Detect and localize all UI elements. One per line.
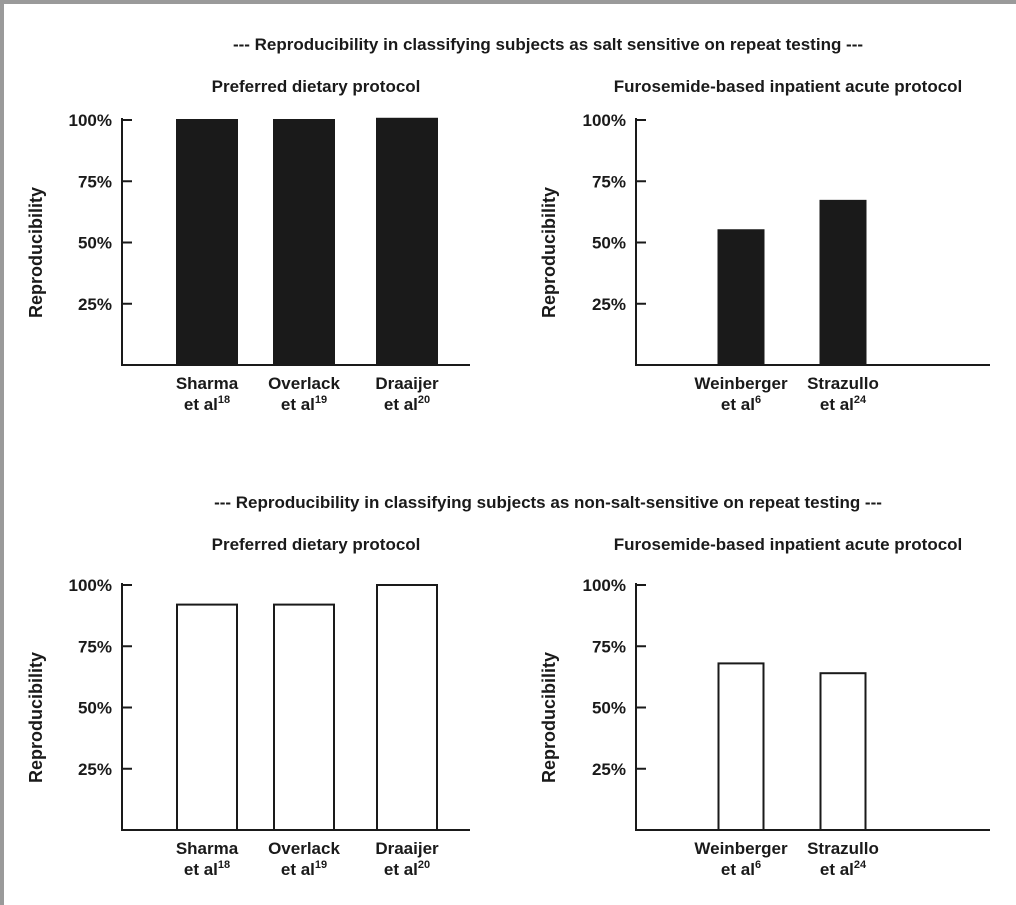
category-label-ref: et al19 xyxy=(281,859,327,879)
category-label-etal: et al xyxy=(721,860,755,879)
category-label-citation: 19 xyxy=(315,394,327,406)
category-label-ref: et al19 xyxy=(281,394,327,414)
category-label-etal: et al xyxy=(281,860,315,879)
category-label-citation: 24 xyxy=(854,859,867,871)
y-tick-label: 50% xyxy=(78,699,112,718)
y-tick-label: 100% xyxy=(583,576,626,595)
category-label-etal: et al xyxy=(184,395,218,414)
y-tick-label: 50% xyxy=(78,234,112,253)
y-tick-label: 100% xyxy=(69,111,112,130)
category-label-name: Overlack xyxy=(268,374,340,393)
category-label-name: Strazullo xyxy=(807,374,879,393)
y-tick-label: 25% xyxy=(78,760,112,779)
y-tick-label: 75% xyxy=(592,637,626,656)
category-label-name: Strazullo xyxy=(807,839,879,858)
category-label-etal: et al xyxy=(384,395,418,414)
bar-strazullo xyxy=(819,199,867,366)
bar-draaijer xyxy=(376,117,438,367)
y-tick-label: 75% xyxy=(78,172,112,191)
chart-panel-3: Preferred dietary protocol Reproducibilit… xyxy=(26,535,470,879)
category-label-ref: et al24 xyxy=(820,394,867,414)
chart-title: Preferred dietary protocol xyxy=(212,535,421,554)
category-label-citation: 20 xyxy=(418,394,430,406)
section-title-non-salt-sensitive: --- Reproducibility in classifying subje… xyxy=(214,493,882,512)
y-tick-label: 25% xyxy=(592,760,626,779)
category-label-citation: 24 xyxy=(854,394,867,406)
category-label-name: Draaijer xyxy=(375,839,439,858)
bar-overlack xyxy=(273,603,335,831)
chart-title: Furosemide-based inpatient acute protoco… xyxy=(614,77,963,96)
category-label-ref: et al6 xyxy=(721,859,761,879)
category-label-name: Sharma xyxy=(176,374,239,393)
chart-panel-2: Furosemide-based inpatient acute protoco… xyxy=(539,77,990,414)
y-tick-label: 100% xyxy=(583,111,626,130)
category-label-ref: et al20 xyxy=(384,859,430,879)
bar-weinberger xyxy=(717,662,765,832)
y-tick-label: 25% xyxy=(78,295,112,314)
bar-strazullo xyxy=(819,672,867,832)
y-axis-label: Reproducibility xyxy=(26,652,46,783)
bar-sharma xyxy=(176,119,238,366)
y-tick-label: 75% xyxy=(592,172,626,191)
category-label-etal: et al xyxy=(820,395,854,414)
y-tick-label: 50% xyxy=(592,699,626,718)
category-label-etal: et al xyxy=(721,395,755,414)
category-label-name: Sharma xyxy=(176,839,239,858)
chart-title: Preferred dietary protocol xyxy=(212,77,421,96)
category-label-citation: 6 xyxy=(755,859,761,871)
category-label-etal: et al xyxy=(384,860,418,879)
category-label-citation: 18 xyxy=(218,394,230,406)
category-label-citation: 6 xyxy=(755,394,761,406)
y-tick-label: 75% xyxy=(78,637,112,656)
bar-overlack xyxy=(273,119,335,366)
category-label-etal: et al xyxy=(820,860,854,879)
category-label-ref: et al20 xyxy=(384,394,430,414)
category-label-etal: et al xyxy=(281,395,315,414)
category-label-citation: 19 xyxy=(315,859,327,871)
category-label-ref: et al6 xyxy=(721,394,761,414)
category-label-name: Overlack xyxy=(268,839,340,858)
y-tick-label: 50% xyxy=(592,234,626,253)
chart-panel-1: Preferred dietary protocol Reproducibilit… xyxy=(26,77,470,414)
category-label-citation: 18 xyxy=(218,859,230,871)
chart-panel-4: Furosemide-based inpatient acute protoco… xyxy=(539,535,990,879)
bar-weinberger xyxy=(717,229,765,366)
category-label-ref: et al24 xyxy=(820,859,867,879)
y-axis-label: Reproducibility xyxy=(539,187,559,318)
bar-sharma xyxy=(176,603,238,831)
chart-title: Furosemide-based inpatient acute protoco… xyxy=(614,535,963,554)
y-axis-label: Reproducibility xyxy=(539,652,559,783)
y-axis-label: Reproducibility xyxy=(26,187,46,318)
y-tick-label: 25% xyxy=(592,295,626,314)
category-label-name: Draaijer xyxy=(375,374,439,393)
section-title-salt-sensitive: --- Reproducibility in classifying subje… xyxy=(233,35,863,54)
category-label-citation: 20 xyxy=(418,859,430,871)
bar-draaijer xyxy=(376,584,438,831)
category-label-name: Weinberger xyxy=(694,374,788,393)
category-label-name: Weinberger xyxy=(694,839,788,858)
category-label-etal: et al xyxy=(184,860,218,879)
category-label-ref: et al18 xyxy=(184,394,230,414)
chart-panels: Preferred dietary protocol Reproducibilit… xyxy=(26,77,990,879)
category-label-ref: et al18 xyxy=(184,859,230,879)
y-tick-label: 100% xyxy=(69,576,112,595)
